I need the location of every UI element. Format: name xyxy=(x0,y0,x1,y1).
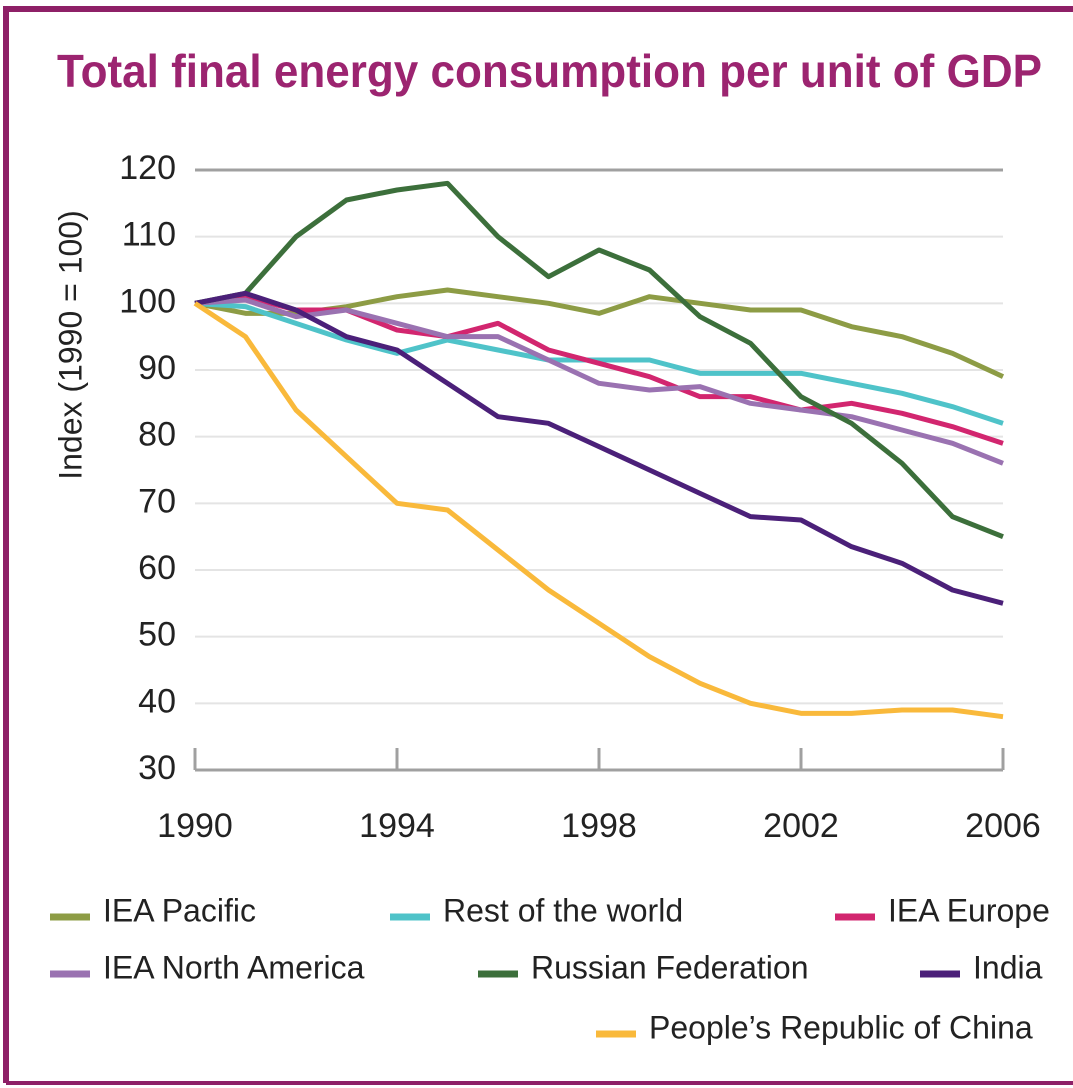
x-tick-label: 1998 xyxy=(561,807,637,845)
y-tick-label: 90 xyxy=(138,349,176,387)
legend-label: People’s Republic of China xyxy=(649,1009,1033,1045)
chart-title: Total final energy consumption per unit … xyxy=(57,45,1042,97)
series-line xyxy=(193,301,1004,720)
legend-label: Russian Federation xyxy=(531,949,808,985)
y-tick-label: 60 xyxy=(138,549,176,587)
y-tick-label: 70 xyxy=(138,482,176,520)
legend-label: IEA North America xyxy=(103,949,365,985)
x-tick-label: 2006 xyxy=(965,807,1041,845)
y-tick-label: 80 xyxy=(138,416,176,454)
legend-label: India xyxy=(973,949,1043,985)
legend-label: Rest of the world xyxy=(443,892,683,928)
series-line xyxy=(194,300,1004,426)
y-tick-label: 120 xyxy=(119,149,176,187)
x-tick-label: 2002 xyxy=(763,807,839,845)
legend-label: IEA Europe xyxy=(888,892,1050,928)
series-line xyxy=(194,297,1004,466)
x-tick-label: 1994 xyxy=(359,807,435,845)
x-tick-label: 1990 xyxy=(157,807,233,845)
legend-label: IEA Pacific xyxy=(103,892,256,928)
y-tick-label: 100 xyxy=(119,282,176,320)
y-tick-label: 110 xyxy=(122,216,176,254)
series-line xyxy=(194,180,1004,539)
y-tick-label: 40 xyxy=(138,682,176,720)
series-line xyxy=(194,290,1004,606)
y-tick-label: 30 xyxy=(138,749,176,787)
y-tick-label: 50 xyxy=(138,616,176,654)
y-axis-label: Index (1990 = 100) xyxy=(52,210,88,480)
frame xyxy=(3,6,1073,1083)
